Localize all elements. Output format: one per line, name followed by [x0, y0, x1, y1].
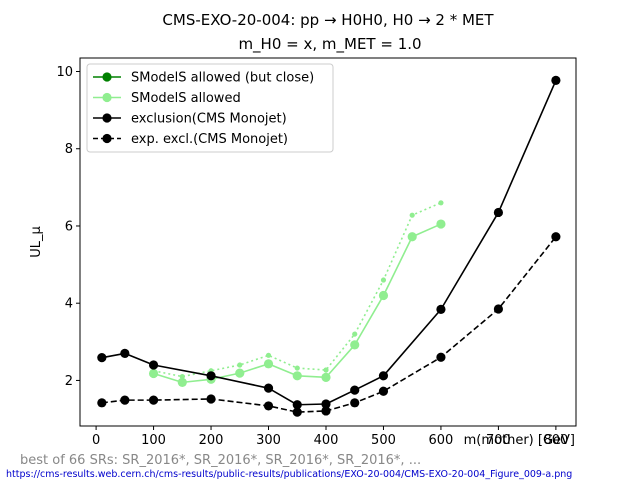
- data-point: [292, 400, 302, 410]
- data-point: [321, 399, 331, 409]
- data-point: [265, 352, 272, 358]
- data-point: [551, 75, 561, 85]
- x-tick-label: 700: [486, 433, 511, 448]
- data-point: [148, 360, 159, 370]
- legend-label: exp. excl.(CMS Monojet): [131, 132, 288, 147]
- legend: SModelS allowed (but close) SModelS allow…: [86, 63, 334, 153]
- legend-label: SModelS allowed: [131, 91, 241, 106]
- data-point: [120, 395, 130, 405]
- data-point: [409, 212, 415, 218]
- x-tick-label: 400: [314, 433, 339, 448]
- x-tick-label: 800: [543, 433, 568, 448]
- data-point: [407, 232, 417, 242]
- data-point: [321, 406, 331, 416]
- data-point: [380, 277, 387, 283]
- x-tick-label: 600: [429, 433, 454, 448]
- legend-box: [86, 63, 334, 153]
- x-axis-label: m(mother) [GeV]: [464, 433, 575, 448]
- chart-title-line2: m_H0 = x, m_MET = 1.0: [238, 35, 421, 54]
- data-point: [350, 398, 360, 408]
- data-point: [378, 386, 389, 396]
- data-point: [436, 304, 446, 314]
- data-point: [177, 377, 187, 387]
- x-tick-label: 300: [256, 433, 281, 448]
- data-point: [263, 401, 274, 411]
- x-tick-label: 100: [141, 433, 166, 448]
- data-point: [321, 372, 331, 382]
- data-point: [235, 368, 245, 378]
- y-tick-label: 10: [56, 65, 73, 80]
- source-url: https://cms-results.web.cern.ch/cms-resu…: [6, 469, 572, 480]
- data-point: [436, 219, 446, 229]
- data-point: [493, 304, 504, 314]
- data-point: [292, 407, 302, 417]
- chart-title-line1: CMS-EXO-20-004: pp → H0H0, H0 → 2 * MET: [162, 11, 494, 29]
- data-point: [148, 395, 159, 405]
- series-line: [101, 80, 557, 406]
- data-point: [323, 367, 329, 373]
- x-tick-label: 200: [199, 433, 224, 448]
- legend-marker: [102, 72, 112, 82]
- data-point: [179, 373, 185, 380]
- data-point: [148, 368, 159, 379]
- plot-frame: [79, 57, 577, 427]
- data-point: [263, 383, 274, 393]
- y-axis-label: UL_μ: [29, 226, 44, 258]
- y-tick-label: 8: [65, 142, 73, 157]
- data-point: [350, 385, 360, 395]
- legend-marker: [102, 92, 112, 103]
- data-point: [206, 394, 216, 404]
- data-point: [438, 200, 444, 206]
- legend-label: SModelS allowed (but close): [131, 71, 314, 86]
- data-point: [237, 362, 243, 368]
- data-point: [292, 371, 302, 381]
- legend-marker: [102, 113, 112, 123]
- plot-layer: [97, 75, 561, 417]
- x-tick-label: 0: [92, 433, 100, 448]
- data-point: [120, 348, 130, 359]
- legend-marker: [102, 133, 112, 144]
- series-line: [153, 202, 442, 378]
- legend-label: exclusion(CMS Monojet): [131, 112, 287, 127]
- data-point: [350, 340, 360, 350]
- data-point: [378, 290, 389, 301]
- data-point: [551, 232, 561, 242]
- data-point: [263, 359, 274, 369]
- data-point: [493, 207, 504, 218]
- data-point: [97, 398, 107, 408]
- data-point: [352, 331, 358, 337]
- y-tick-label: 6: [65, 219, 73, 234]
- data-point: [378, 371, 389, 381]
- signal-regions-note: best of 66 SRs: SR_2016*, SR_2016*, SR_2…: [20, 453, 421, 468]
- y-tick-label: 2: [65, 374, 73, 389]
- data-point: [436, 352, 446, 362]
- data-point: [97, 353, 107, 363]
- series-line: [101, 236, 557, 413]
- data-point: [294, 365, 300, 371]
- data-point: [206, 371, 216, 381]
- x-tick-label: 500: [371, 433, 396, 448]
- y-tick-label: 4: [65, 297, 73, 312]
